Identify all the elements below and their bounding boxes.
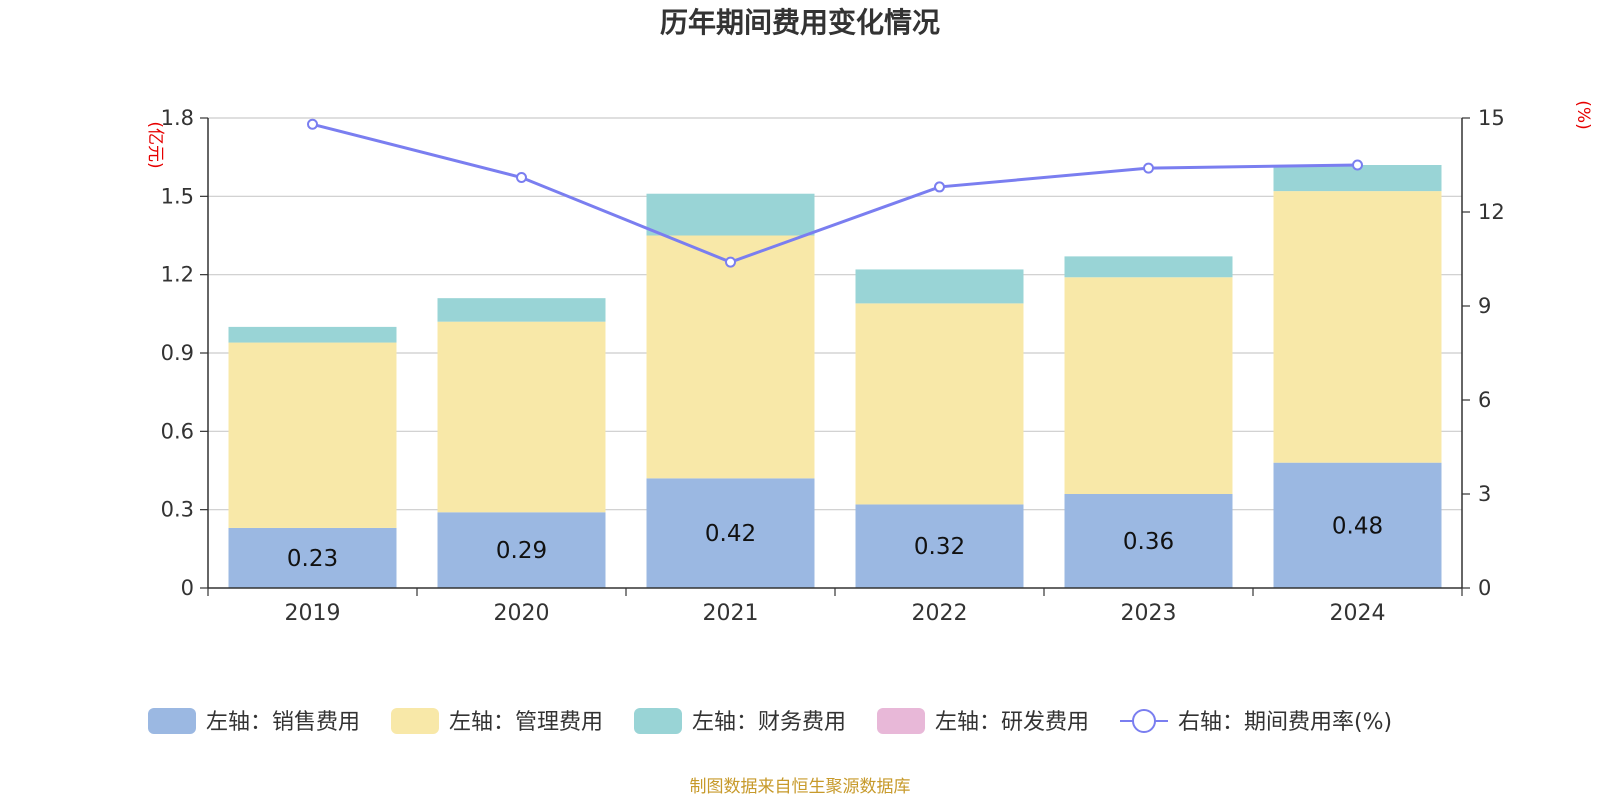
left-tick-label: 0.9: [161, 341, 194, 365]
left-tick-label: 0.6: [161, 419, 194, 443]
bar-labels: 0.23 0.29 0.42 0.32 0.36 0.48: [287, 513, 1383, 572]
right-tick-label: 9: [1478, 294, 1491, 318]
data-label: 0.48: [1332, 513, 1383, 539]
bar-segment: [1273, 462, 1442, 588]
bar-segment: [1273, 191, 1442, 463]
legend-swatch: [148, 708, 196, 734]
left-axis-unit: (亿元): [145, 121, 165, 168]
bar-segment: [228, 527, 397, 588]
rate-line: [307, 118, 1363, 268]
bar-segment: [1064, 494, 1233, 588]
bars: [228, 165, 1442, 588]
bar-segment: [646, 478, 815, 588]
legend-label: 左轴：管理费用: [449, 710, 603, 735]
right-tick-label: 3: [1478, 482, 1491, 506]
data-label: 0.23: [287, 546, 338, 572]
bar-segment: [228, 342, 397, 528]
rate-line-point: [307, 118, 318, 130]
bar-segment: [855, 303, 1024, 505]
data-label: 0.32: [914, 534, 965, 560]
bar-segment: [437, 298, 606, 322]
legend: 左轴：销售费用 左轴：管理费用 左轴：财务费用 左轴：研发费用 右轴：期间费用率(%): [148, 708, 1392, 735]
x-tick-label: 2024: [1330, 601, 1386, 626]
bar-segment: [855, 269, 1024, 304]
legend-swatch: [634, 708, 682, 734]
legend-label: 左轴：财务费用: [692, 710, 846, 735]
bar-segment: [437, 512, 606, 588]
legend-swatch: [391, 708, 439, 734]
bar-segment: [437, 321, 606, 513]
bar-segment: [646, 193, 815, 236]
right-tick-label: 12: [1478, 200, 1505, 224]
rate-line-point: [934, 181, 945, 193]
data-label: 0.36: [1123, 529, 1174, 555]
x-tick-label: 2019: [285, 601, 341, 626]
bar-segment: [1064, 256, 1233, 278]
left-tick-label: 1.8: [161, 106, 194, 130]
rate-line-path: [312, 122, 1358, 264]
legend-label: 右轴：期间费用率(%): [1178, 710, 1392, 735]
legend-label: 左轴：研发费用: [935, 710, 1089, 735]
right-axis-unit: (%): [1573, 100, 1593, 129]
left-tick-label: 1.2: [161, 263, 194, 287]
right-tick-label: 0: [1478, 576, 1491, 600]
source-note: 制图数据来自恒生聚源数据库: [690, 777, 911, 797]
legend-swatch-marker: [1132, 709, 1156, 733]
legend-swatch: [877, 708, 925, 734]
legend-label: 左轴：销售费用: [206, 710, 360, 735]
axes: 0 0.3 0.6 0.9 1.2 1.5 1.8 0 3 6 9 12 15 2019 2020 2021 2…: [161, 106, 1505, 626]
x-tick-label: 2020: [494, 601, 550, 626]
left-tick-label: 0: [181, 576, 194, 600]
left-tick-label: 1.5: [161, 184, 194, 208]
left-tick-label: 0.3: [161, 498, 194, 522]
bar-segment: [646, 235, 815, 479]
bar-segment: [1064, 277, 1233, 494]
rate-line-point: [1143, 162, 1154, 174]
bar-segment: [228, 326, 397, 343]
data-label: 0.29: [496, 538, 547, 564]
grid-lines: [208, 117, 1462, 511]
rate-line-point: [725, 256, 736, 268]
x-tick-label: 2023: [1121, 601, 1177, 626]
rate-line-point: [1352, 159, 1363, 171]
rate-line-point: [516, 172, 527, 184]
x-tick-label: 2021: [703, 601, 759, 626]
chart-title: 历年期间费用变化情况: [660, 6, 940, 39]
x-tick-label: 2022: [912, 601, 968, 626]
right-tick-label: 6: [1478, 388, 1491, 412]
right-tick-label: 15: [1478, 106, 1505, 130]
data-label: 0.42: [705, 521, 756, 547]
bar-segment: [855, 504, 1024, 588]
